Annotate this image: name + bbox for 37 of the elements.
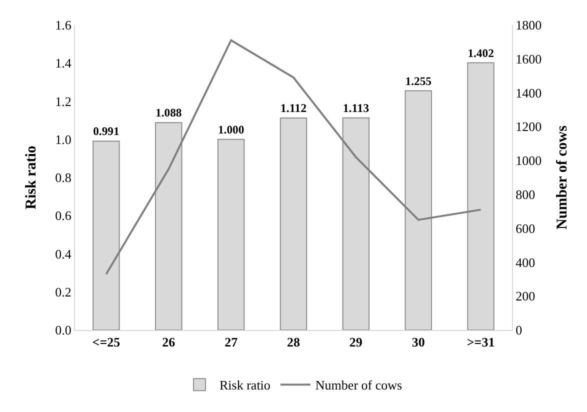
text: 0.991 xyxy=(93,125,120,138)
y2-tick-label: 400 xyxy=(516,254,536,270)
y-tick-label: 1.6 xyxy=(55,18,72,33)
y2-tick-label: 1600 xyxy=(516,51,542,66)
y-tick-label: 1.4 xyxy=(55,56,72,71)
y-axis-title: Risk ratio xyxy=(23,146,40,210)
y-tick-label: 0.8 xyxy=(55,170,72,186)
y2-tick-label: 600 xyxy=(516,220,536,236)
legend-label: Risk ratio xyxy=(220,378,270,393)
y-tick-label: 1.2 xyxy=(55,94,72,109)
y2-tick-label: 1200 xyxy=(516,119,542,134)
text: 1.088 xyxy=(156,106,182,120)
y2-axis-title: Number of cows xyxy=(554,125,571,230)
y-tick-label: 0.4 xyxy=(55,246,72,262)
y-tick-label: 0.0 xyxy=(55,322,72,338)
text: 1.000 xyxy=(218,123,244,136)
text: 1.255 xyxy=(405,74,432,88)
y2-tick-label: 1000 xyxy=(516,153,542,168)
x-tick-label: >=31 xyxy=(466,334,495,350)
text: 1.112 xyxy=(280,101,307,116)
y-tick-label: 0.2 xyxy=(55,284,72,300)
y-tick-label: 1.0 xyxy=(55,132,72,147)
x-tick-label: 29 xyxy=(349,334,363,350)
text: 1.113 xyxy=(342,100,370,115)
x-tick-label: 26 xyxy=(162,334,176,350)
x-tick-label: 28 xyxy=(287,334,300,350)
y2-tick-label: 1800 xyxy=(516,18,542,33)
y2-tick-label: 800 xyxy=(516,186,536,202)
y-tick-label: 0.6 xyxy=(55,208,72,224)
y2-tick-label: 200 xyxy=(516,288,536,304)
y2-tick-label: 1400 xyxy=(516,85,542,100)
text: 1.402 xyxy=(468,46,494,60)
x-tick-label: 30 xyxy=(412,334,425,350)
x-tick-label: <=25 xyxy=(92,334,121,350)
x-tick-label: 27 xyxy=(224,334,238,350)
y2-tick-label: 0 xyxy=(516,322,522,338)
legend-label: Number of cows xyxy=(315,378,402,393)
